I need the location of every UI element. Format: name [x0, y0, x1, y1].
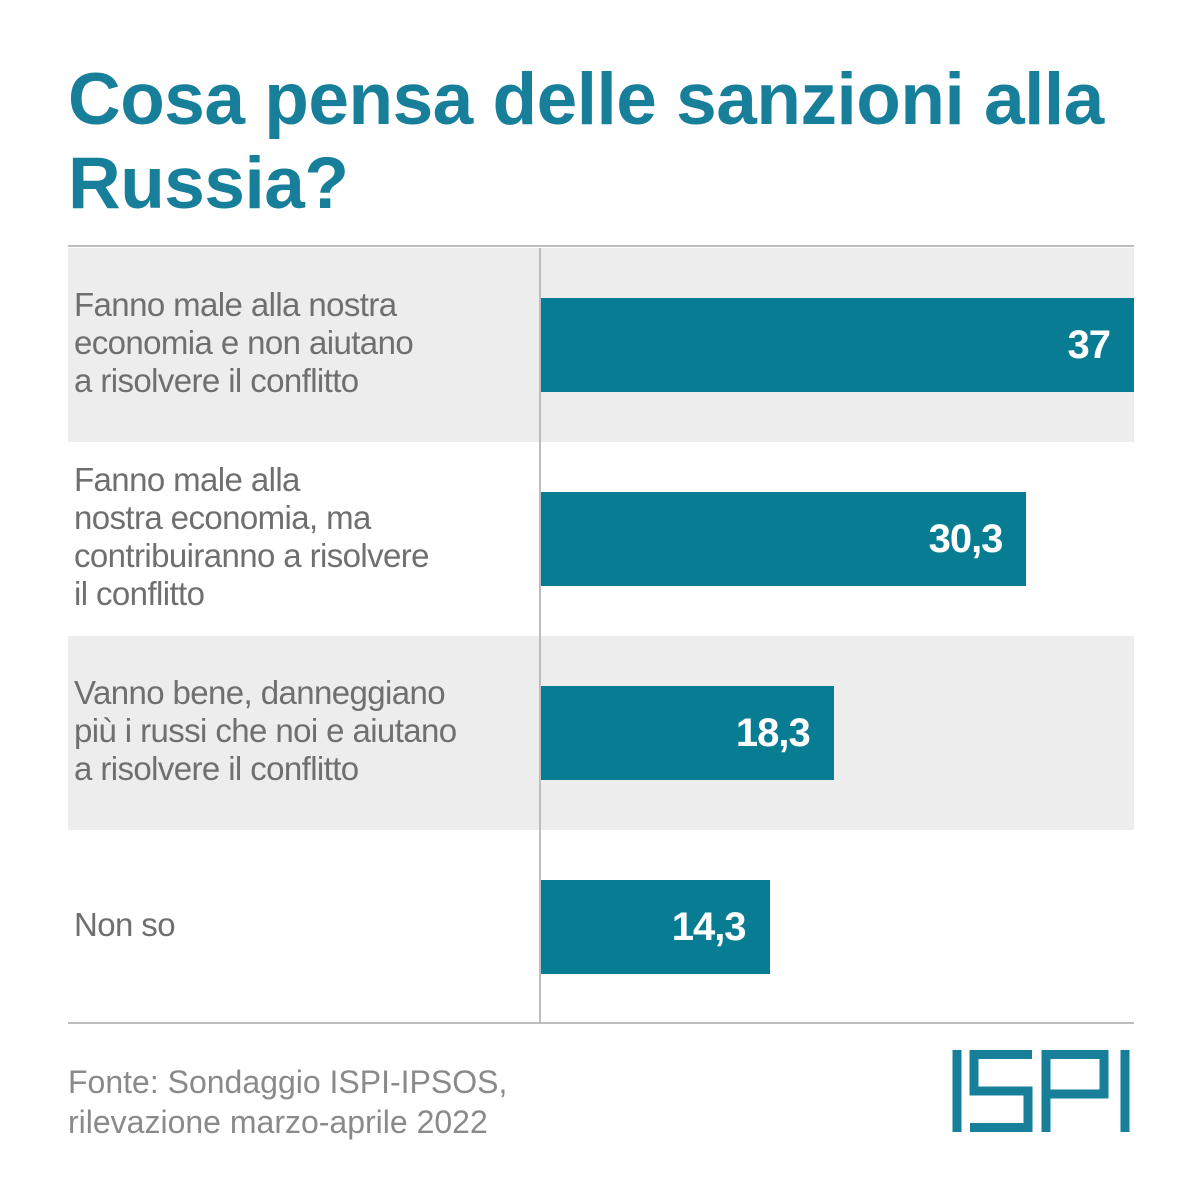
category-label-line: economia e non aiutano	[74, 324, 414, 361]
data-label: 37	[1067, 323, 1112, 367]
category-label-line: a risolvere il conflitto	[74, 750, 359, 787]
category-label-line: a risolvere il conflitto	[74, 362, 359, 399]
category-label-line: più i russi che noi e aiutano	[74, 712, 457, 749]
top-rule	[68, 245, 1134, 247]
category-label-line: Fanno male alla	[74, 461, 300, 498]
category-label: Fanno male alla nostra economia, ma contri…	[74, 461, 529, 613]
source-line: Fonte: Sondaggio ISPI-IPSOS,	[68, 1064, 508, 1100]
bar	[540, 686, 834, 780]
source-note: Fonte: Sondaggio ISPI-IPSOS, rilevazione…	[68, 1062, 688, 1142]
category-label: Fanno male alla nostra economia e non aiu…	[74, 286, 529, 400]
ispi-logo	[952, 1050, 1130, 1132]
category-label-line: Vanno bene, danneggiano	[74, 674, 446, 711]
bar	[540, 880, 770, 974]
category-label-line: il conflitto	[74, 575, 205, 612]
category-label: Non so	[74, 906, 529, 944]
chart-title: Cosa pensa delle sanzioni alla Russia?	[68, 59, 1104, 224]
bar	[540, 492, 1027, 586]
source-line: rilevazione marzo-aprile 2022	[68, 1104, 488, 1140]
bottom-rule	[68, 1022, 1134, 1024]
value-axis-baseline	[539, 248, 541, 1024]
category-label-line: contribuiranno a risolvere	[74, 537, 430, 574]
category-label-line: nostra economia, ma	[74, 499, 371, 536]
category-label-line: Fanno male alla nostra	[74, 286, 397, 323]
bar	[540, 298, 1134, 392]
data-label: 14,3	[671, 905, 747, 949]
category-label: Vanno bene, danneggiano più i russi che n…	[74, 674, 529, 788]
category-label-line: Non so	[74, 906, 176, 943]
data-label: 30,3	[928, 517, 1004, 561]
data-label: 18,3	[735, 711, 811, 755]
